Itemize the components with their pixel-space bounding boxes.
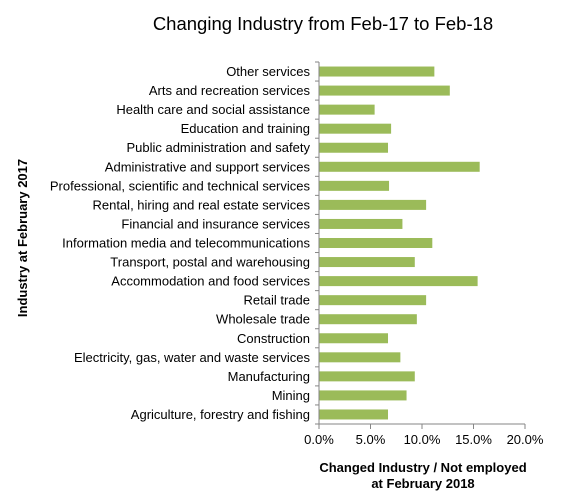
bar xyxy=(319,371,415,382)
y-tick-label: Accommodation and food services xyxy=(111,274,310,289)
x-tick-label: 10.0% xyxy=(404,432,441,447)
chart-title: Changing Industry from Feb-17 to Feb-18 xyxy=(153,13,493,34)
y-tick-label: Mining xyxy=(272,388,310,403)
y-tick-label: Rental, hiring and real estate services xyxy=(92,197,310,212)
x-tick-label: 20.0% xyxy=(507,432,544,447)
y-tick-label: Education and training xyxy=(181,121,310,136)
x-axis-title-line-1: Changed Industry / Not employed xyxy=(319,460,526,475)
y-tick-label: Agriculture, forestry and fishing xyxy=(131,407,310,422)
y-tick-label: Construction xyxy=(237,331,310,346)
bar xyxy=(319,390,407,401)
bar xyxy=(319,85,450,96)
bar xyxy=(319,199,427,210)
bar xyxy=(319,333,389,344)
y-tick-label: Other services xyxy=(226,64,310,79)
bar xyxy=(319,238,433,248)
bar xyxy=(319,257,415,268)
y-tick-label: Financial and insurance services xyxy=(121,216,310,231)
y-tick-label: Transport, postal and warehousing xyxy=(110,255,310,270)
x-tick-label: 0.0% xyxy=(304,432,334,447)
y-tick-label: Information media and telecommunications xyxy=(62,236,310,251)
y-tick-label: Electricity, gas, water and waste servic… xyxy=(74,350,311,365)
bar xyxy=(319,409,389,420)
bar xyxy=(319,123,392,134)
bar xyxy=(319,218,403,229)
bar xyxy=(319,295,427,306)
y-tick-label: Public administration and safety xyxy=(126,140,310,155)
plot-area: Other services Arts and recreation servic… xyxy=(50,61,544,447)
x-axis-title-line-2: at February 2018 xyxy=(371,476,474,491)
y-tick-label: Administrative and support services xyxy=(105,159,311,174)
bar xyxy=(319,142,389,153)
bar xyxy=(319,66,435,77)
x-tick-label: 15.0% xyxy=(455,432,492,447)
bar xyxy=(319,352,401,363)
y-tick-label: Arts and recreation services xyxy=(149,83,311,98)
bar xyxy=(319,276,478,287)
y-axis-title: Industry at February 2017 xyxy=(15,159,30,317)
bar xyxy=(319,161,480,172)
y-tick-label: Professional, scientific and technical s… xyxy=(50,178,311,193)
y-tick-label: Wholesale trade xyxy=(216,312,310,327)
bar xyxy=(319,180,390,191)
x-tick-label: 5.0% xyxy=(356,432,386,447)
y-tick-label: Manufacturing xyxy=(228,369,310,384)
bar xyxy=(319,104,375,115)
y-tick-label: Retail trade xyxy=(244,293,310,308)
y-tick-label: Health care and social assistance xyxy=(116,102,310,117)
bar xyxy=(319,314,417,325)
